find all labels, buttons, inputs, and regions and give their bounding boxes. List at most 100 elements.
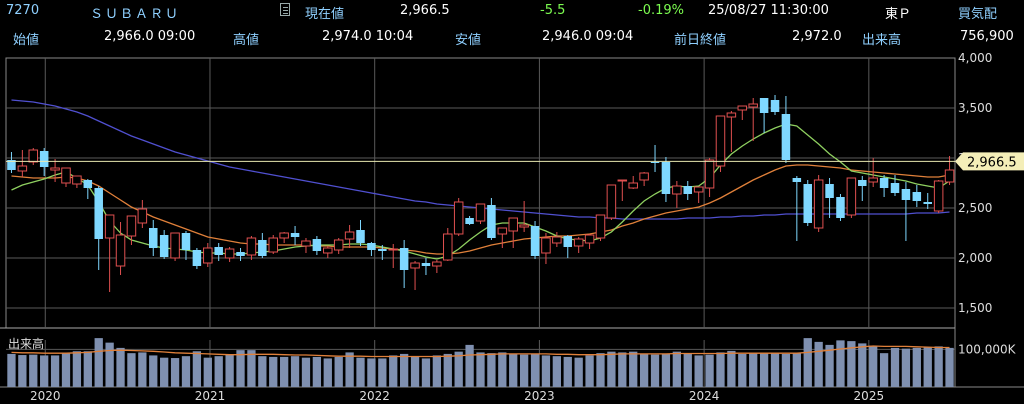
document-icon[interactable]: [280, 3, 290, 16]
candle: [628, 176, 638, 189]
candle: [323, 246, 333, 258]
candle: [7, 152, 16, 173]
header-row-ohlc: 始値 2,966.0 09:00 高値 2,974.0 10:04 安値 2,9…: [0, 26, 1024, 50]
candle-body-up: [72, 175, 82, 185]
candle: [573, 237, 584, 253]
volume-bar: [727, 350, 736, 387]
volume-bar: [40, 355, 49, 387]
company-name: ＳＵＢＡＲＵ: [90, 7, 181, 22]
candle-body-up: [301, 240, 311, 247]
volume-bar: [301, 357, 311, 387]
volume-bar: [214, 356, 223, 387]
volume-bar: [629, 351, 638, 387]
candle-body-down: [912, 192, 922, 201]
candle-body-up: [813, 179, 824, 229]
candle-body-down: [181, 233, 191, 250]
candle: [923, 193, 932, 209]
volume-bar: [149, 355, 158, 387]
current-price: 2,966.5: [400, 3, 450, 18]
volume-bar: [280, 356, 289, 387]
candle: [61, 167, 71, 187]
year-tick-label: 2025: [854, 389, 885, 403]
volume-ma-line: [11, 345, 950, 358]
candle: [519, 201, 529, 232]
candle-body-up: [628, 182, 638, 189]
volume-bar: [585, 355, 594, 387]
header-row-quote: 7270 ＳＵＢＡＲＵ 現在値 2,966.5 -5.5 -0.19% 25/0…: [0, 0, 1024, 24]
candle-body-down: [356, 230, 365, 243]
candle-body-down: [770, 100, 780, 112]
candle: [465, 216, 474, 225]
candle-body-down: [149, 228, 158, 248]
candle-body-up: [497, 227, 508, 235]
candle: [203, 243, 213, 267]
candle-body-up: [50, 167, 60, 171]
candle-body-up: [333, 239, 344, 251]
volume-bar: [672, 351, 681, 387]
candle: [214, 243, 223, 261]
volume-bar: [367, 358, 376, 387]
candle: [388, 244, 398, 268]
candle-body-up: [61, 167, 71, 184]
candle: [803, 180, 812, 226]
volume-bar: [18, 355, 27, 387]
volume-bar: [410, 356, 420, 387]
candle-body-down: [530, 226, 540, 256]
candle: [421, 258, 431, 275]
volume-bar: [869, 345, 878, 387]
volume-bar: [312, 356, 322, 387]
volume-bar: [694, 355, 703, 387]
candle-body-down: [825, 184, 834, 198]
candle-body-down: [901, 189, 911, 200]
candle-body-down: [759, 98, 769, 113]
candle: [224, 247, 235, 262]
volume-value: 756,900: [960, 29, 1014, 44]
volume-bar: [487, 353, 496, 387]
quote-button[interactable]: 買気配: [958, 7, 998, 22]
last-price-label: 2,966.5: [967, 155, 1017, 170]
candle-body-up: [410, 262, 420, 269]
candle-body-up: [584, 234, 595, 244]
candle-body-up: [475, 203, 486, 222]
volume-bar: [912, 347, 921, 387]
volume-bar: [596, 353, 605, 387]
candle-body-up: [606, 184, 617, 219]
candle: [683, 181, 693, 200]
candle-body-up: [453, 201, 464, 235]
volume-bar: [574, 357, 583, 387]
last-price-tag: [955, 152, 1024, 171]
candle: [715, 115, 726, 172]
candle: [933, 180, 944, 213]
candle-body-up: [246, 237, 257, 256]
volume-bar: [465, 344, 474, 387]
candle: [825, 178, 834, 218]
volume-bar: [738, 353, 747, 387]
volume-bar: [83, 351, 92, 387]
candle-body-down: [378, 249, 387, 251]
volume-bar: [454, 351, 463, 387]
volume-bar: [443, 353, 452, 387]
volume-panel: [7, 338, 954, 387]
volume-bar: [432, 355, 442, 387]
candle: [268, 235, 279, 254]
volume-bar: [803, 338, 812, 387]
volume-bar: [247, 350, 256, 387]
volume-bar: [105, 342, 114, 387]
candle: [126, 215, 137, 245]
candle-body-down: [563, 236, 573, 247]
volume-bar: [541, 355, 551, 387]
candle-body-up: [846, 177, 857, 216]
year-tick-label: 2024: [689, 389, 720, 403]
candle: [312, 236, 322, 255]
volume-bar: [923, 347, 932, 387]
candle: [770, 95, 780, 115]
volume-bar: [814, 341, 823, 387]
candle: [748, 98, 758, 141]
candle-body-down: [399, 248, 409, 270]
candle: [72, 175, 82, 188]
volume-bar: [607, 351, 616, 387]
candle: [693, 186, 704, 203]
volume-bar: [858, 343, 867, 387]
volume-bar: [934, 346, 943, 387]
